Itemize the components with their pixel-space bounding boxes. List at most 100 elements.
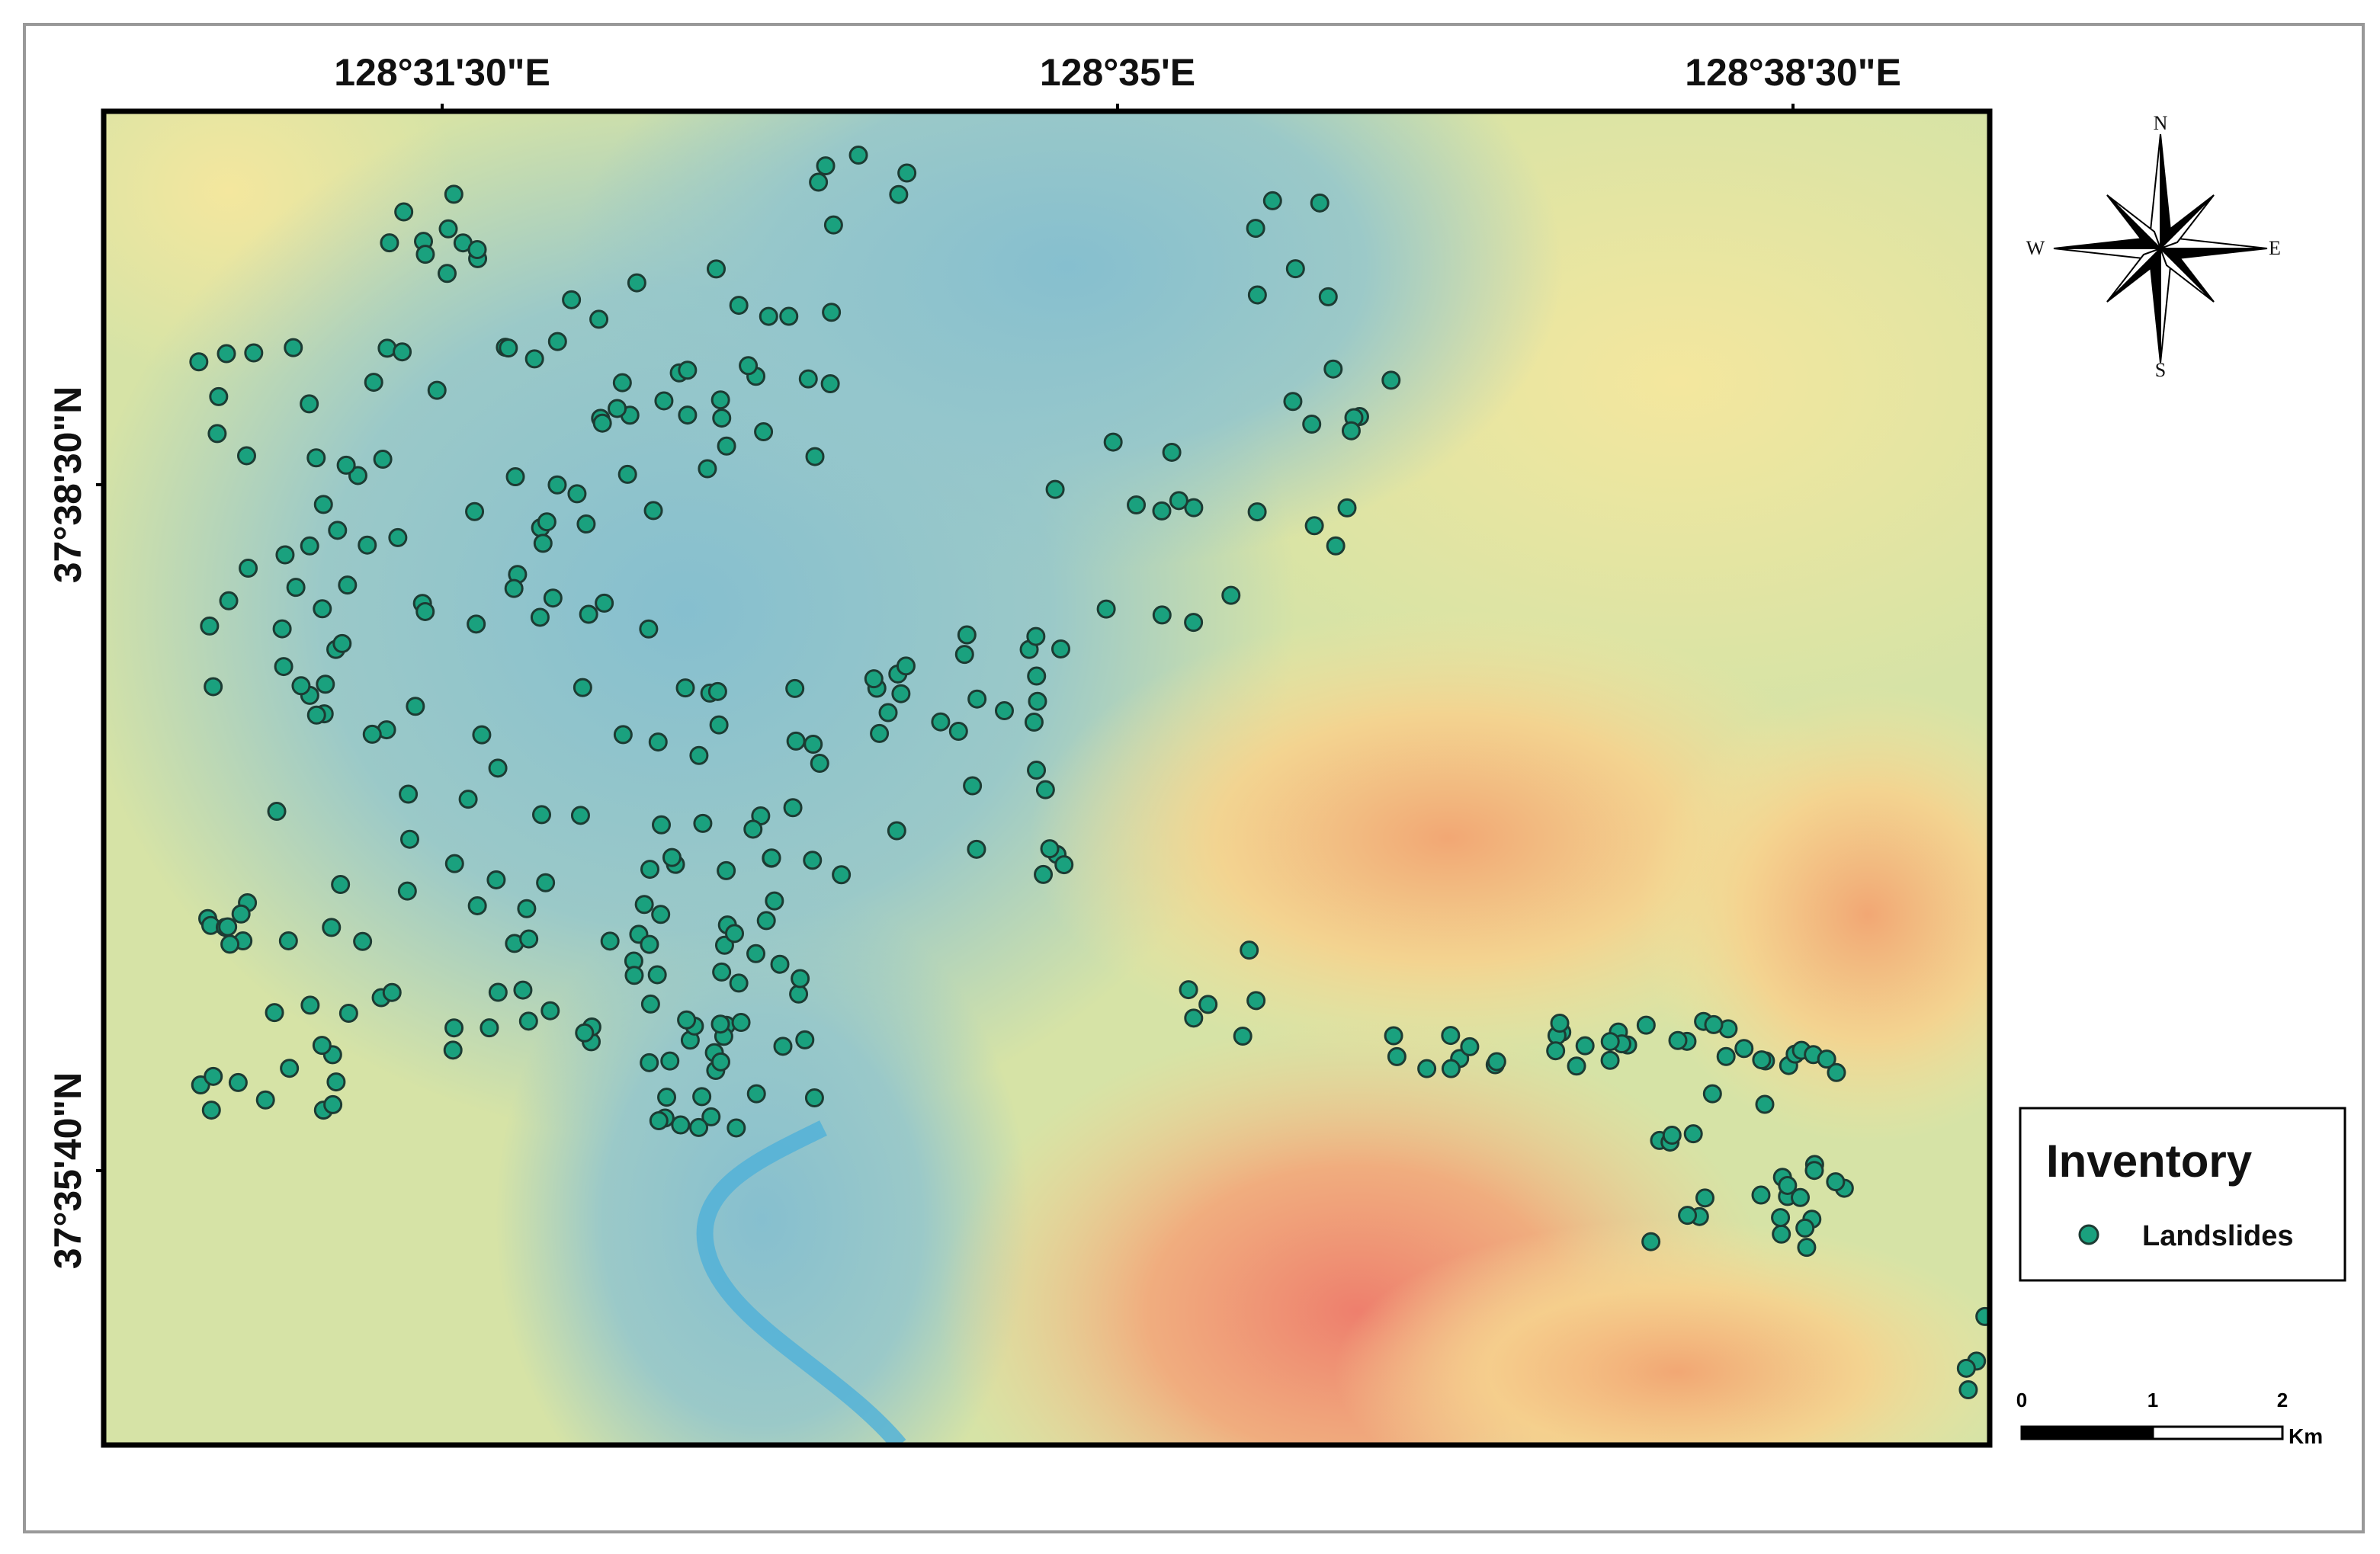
landslide-point: [1028, 691, 1047, 711]
landslide-point: [1636, 1015, 1656, 1035]
landslide-point: [712, 962, 732, 982]
landslide-point: [762, 848, 781, 868]
landslide-point: [438, 219, 458, 239]
landslide-point: [499, 338, 518, 358]
landslide-point: [948, 721, 968, 741]
landslide-point: [617, 464, 637, 484]
landslide-point: [536, 873, 556, 892]
landslide-point: [220, 934, 240, 954]
landslide-point: [1169, 491, 1188, 511]
landslide-point: [480, 1018, 499, 1038]
landslide-point: [312, 1036, 332, 1056]
landslide-point: [415, 245, 435, 264]
landslide-point: [399, 829, 419, 849]
landslide-point: [803, 851, 823, 870]
landslide-point: [967, 689, 987, 709]
landslide-point: [505, 467, 525, 487]
landslide-point: [306, 448, 326, 468]
landslide-point: [353, 931, 373, 951]
landslide-point: [889, 184, 909, 204]
landslide-point: [207, 424, 227, 444]
landslide-point: [887, 821, 906, 841]
landslide-point: [201, 1101, 221, 1120]
landslide-point: [547, 475, 567, 495]
landslide-point: [465, 501, 485, 521]
landslide-point: [1152, 605, 1172, 625]
landslide-point: [957, 625, 977, 645]
landslide-point: [789, 984, 809, 1004]
landslide-point: [791, 969, 810, 988]
landslide-point: [332, 633, 352, 653]
landslide-point: [280, 1059, 300, 1078]
latitude-label: 37°35'40"N: [47, 1072, 89, 1270]
landslide-point: [678, 405, 698, 425]
landslide-point: [692, 1087, 712, 1107]
landslide-point: [472, 725, 492, 745]
landslide-point: [785, 678, 805, 698]
landslide-point: [1751, 1185, 1771, 1205]
landslide-point: [326, 1072, 346, 1092]
landslide-point: [710, 1014, 730, 1034]
landslide-point: [864, 669, 884, 689]
landslide-point: [798, 369, 818, 389]
landslide-point: [643, 501, 663, 521]
landslide-point: [652, 815, 672, 835]
landslide-point: [634, 895, 654, 915]
landslide-point: [717, 860, 736, 880]
landslide-point: [870, 723, 890, 743]
landslide-point: [336, 455, 356, 475]
landslide-point: [1040, 839, 1060, 859]
legend-label: Landslides: [2142, 1220, 2294, 1252]
landslide-point: [397, 881, 417, 901]
landslide-point: [1096, 599, 1116, 619]
landslide-point: [278, 931, 298, 950]
landslide-point: [570, 806, 590, 825]
landslide-point: [657, 1088, 677, 1107]
longitude-label: 128°38'30"E: [1685, 51, 1901, 94]
landslide-point: [218, 917, 238, 937]
landslide-point: [878, 703, 898, 723]
landslide-point: [204, 1066, 223, 1086]
landslide-point: [675, 678, 695, 698]
landslide-point: [693, 813, 713, 833]
landslide-point: [338, 575, 358, 595]
landslide-point: [316, 674, 335, 694]
landslide-point: [1487, 1052, 1506, 1072]
landslide-point: [612, 373, 632, 393]
landslide-point: [488, 758, 508, 778]
landslide-point: [994, 701, 1014, 721]
landslide-point: [756, 911, 776, 931]
landslide-point: [1417, 1059, 1437, 1078]
landslide-point: [1387, 1046, 1407, 1066]
landslide-point: [1179, 980, 1198, 1000]
landslide-point: [300, 995, 320, 1015]
landslide-point: [1152, 501, 1172, 521]
landslide-point: [513, 980, 533, 1000]
landslide-point: [1795, 1218, 1815, 1238]
landslide-point: [1778, 1175, 1798, 1195]
landslide-point: [954, 645, 974, 665]
landslide-point: [1162, 442, 1182, 462]
landslide-point: [1341, 421, 1361, 441]
landslide-point: [1283, 392, 1303, 412]
landslide-point: [701, 1107, 721, 1126]
landslide-point: [639, 619, 659, 639]
landslide-point: [1827, 1062, 1846, 1082]
landslide-point: [265, 1003, 284, 1023]
legend-box: [2019, 1107, 2346, 1282]
landslide-point: [896, 656, 916, 676]
landslide-point: [467, 614, 486, 634]
landslide-point: [427, 380, 447, 400]
landslide-point: [443, 1040, 463, 1060]
landslide-point: [647, 965, 667, 985]
legend-symbol: [2078, 1224, 2099, 1245]
landslide-point: [779, 306, 799, 326]
landslide-point: [848, 146, 868, 165]
landslide-point: [348, 466, 367, 485]
landslide-point: [382, 982, 402, 1002]
landslide-point: [228, 1072, 248, 1092]
landslide-point: [640, 934, 659, 954]
compass-s: S: [2155, 359, 2166, 381]
landslide-point: [1956, 1358, 1976, 1378]
north-arrow: [2053, 133, 2268, 364]
